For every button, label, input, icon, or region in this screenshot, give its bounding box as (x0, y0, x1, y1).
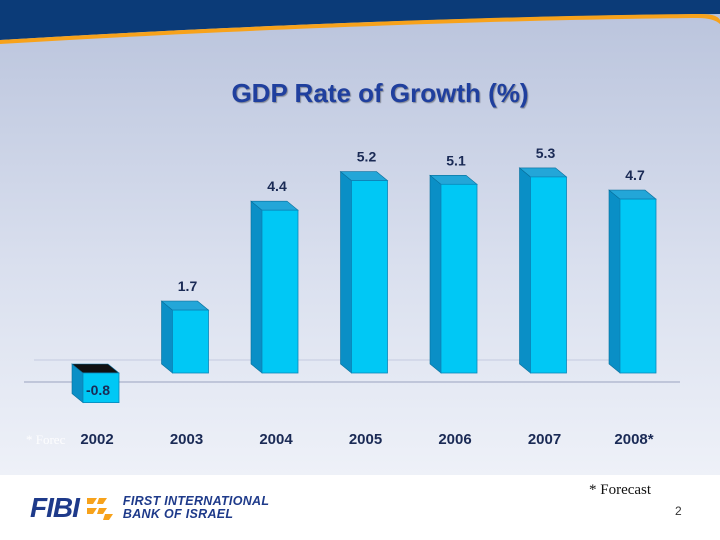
bar-side-2004 (250, 200, 263, 374)
data-label-2004: 4.4 (267, 178, 287, 194)
bank-name-line-2: BANK OF ISRAEL (122, 507, 234, 521)
data-label-2008*: 4.7 (625, 167, 645, 183)
data-label-2005: 5.2 (357, 149, 377, 165)
bar-front-2007 (530, 176, 567, 374)
footer-bar (0, 475, 720, 540)
bar-front-2003 (172, 309, 209, 374)
category-label-2008*: 2008* (614, 431, 653, 448)
slide-title: GDP Rate of Growth (%) (231, 78, 529, 108)
logo-wordmark: FIBI (30, 492, 80, 523)
data-label-2007: 5.3 (536, 145, 556, 161)
category-label-2007: 2007 (528, 431, 561, 448)
category-label-2004: 2004 (259, 431, 293, 448)
bar-front-2006 (440, 183, 478, 374)
faded-forecast-note: * Forec (26, 432, 66, 447)
bank-name-line-1: FIRST INTERNATIONAL (122, 494, 270, 508)
bar-side-2008* (608, 189, 621, 374)
data-label-2006: 5.1 (446, 152, 466, 168)
data-label-2003: 1.7 (178, 278, 198, 294)
bar-2007 (518, 167, 568, 374)
page-number: 2 (675, 504, 682, 518)
bar-2002 (71, 363, 120, 404)
bar-front-2004 (261, 209, 299, 374)
company-logo: FIBI FIRST INTERNATIONAL BANK OF ISRAEL (30, 494, 269, 522)
logo-emblem-icon (86, 498, 113, 520)
bar-2003 (160, 300, 210, 374)
bar-2008* (608, 189, 657, 374)
bar-side-2003 (161, 300, 173, 374)
bar-front-2002 (82, 372, 120, 404)
bar-side-2005 (340, 170, 352, 374)
forecast-footnote: * Forecast (589, 482, 652, 498)
bar-front-2008* (619, 198, 657, 374)
bar-side-2006 (429, 174, 442, 374)
category-label-2005: 2005 (349, 431, 382, 448)
bar-2006 (429, 174, 478, 374)
bar-side-2007 (519, 167, 531, 374)
gdp-bar-chart: -0.8 2002 1.7 2003 4.4 2004 5.2 2005 5.1 2006 5.3 2… (24, 145, 680, 448)
header-swoosh (0, 0, 720, 44)
bar-front-2005 (351, 180, 388, 374)
category-label-2006: 2006 (438, 431, 471, 448)
bar-2004 (250, 200, 299, 374)
bar-2005 (339, 170, 389, 374)
category-label-2002: 2002 (80, 431, 113, 448)
data-label-2002: -0.8 (86, 382, 110, 398)
category-label-2003: 2003 (170, 431, 203, 448)
